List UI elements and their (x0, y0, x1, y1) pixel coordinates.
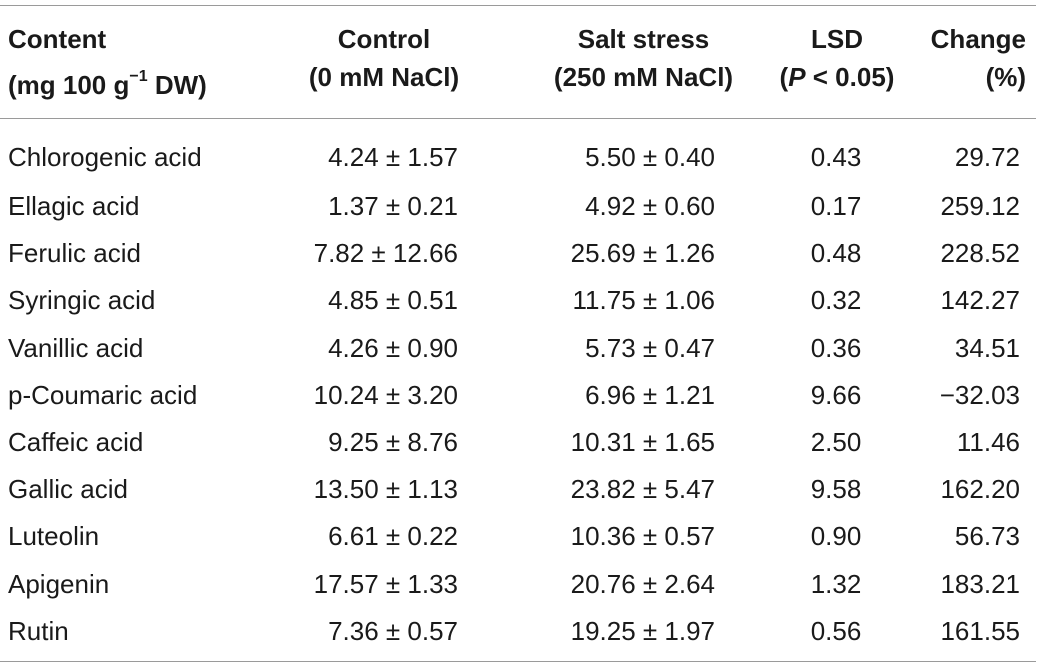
header-lsd-line2: (P < 0.05) (759, 58, 915, 96)
table-row: Syringic acid 4.85 ± 0.51 11.75 ± 1.06 0.32… (0, 277, 1040, 324)
header-control: Control (0 mM NaCl) (270, 6, 498, 121)
table-row: Ellagic acid 1.37 ± 0.21 4.92 ± 0.60 0.17 25… (0, 183, 1040, 230)
cell-control-value: 7.36 ± 0.57 (328, 615, 458, 646)
table-row: Caffeic acid 9.25 ± 8.76 10.31 ± 1.65 2.50 1… (0, 419, 1040, 466)
cell-lsd-value: 9.58 (810, 474, 862, 505)
cell-compound-name: Ellagic acid (8, 191, 140, 222)
table-row: Apigenin 17.57 ± 1.33 20.76 ± 2.64 1.32 183.… (0, 561, 1040, 608)
cell-control-value: 4.24 ± 1.57 (328, 141, 458, 172)
table-row: Chlorogenic acid 4.24 ± 1.57 5.50 ± 0.40 0.… (0, 121, 1040, 183)
cell-change-value: 162.20 (940, 474, 1020, 505)
cell-lsd-value: 0.43 (810, 141, 862, 172)
cell-salt-stress-value: 10.36 ± 0.57 (570, 521, 715, 552)
header-salt-line2: (250 mM NaCl) (553, 62, 734, 92)
table-header: Content (mg 100 g−1 DW) Control (0 mM Na… (0, 6, 1040, 121)
cell-compound-name: Rutin (8, 615, 69, 646)
cell-compound-name: Syringic acid (8, 285, 156, 316)
cell-control-value: 17.57 ± 1.33 (313, 568, 458, 599)
cell-change-value: 34.51 (954, 332, 1020, 363)
cell-change-value: −32.03 (939, 379, 1020, 410)
cell-salt-stress-value: 19.25 ± 1.97 (570, 615, 715, 646)
cell-salt-stress-value: 4.92 ± 0.60 (585, 191, 715, 222)
table-row: p-Coumaric acid 10.24 ± 3.20 6.96 ± 1.21 9.… (0, 372, 1040, 419)
table-header-rule (0, 118, 1036, 119)
table-row: Rutin 7.36 ± 0.57 19.25 ± 1.97 0.56 161.55 (0, 608, 1040, 655)
cell-control-value: 7.82 ± 12.66 (313, 238, 458, 269)
cell-lsd-value: 0.17 (810, 191, 862, 222)
table-top-rule (0, 5, 1036, 6)
cell-control-value: 9.25 ± 8.76 (328, 427, 458, 458)
table-row: Luteolin 6.61 ± 0.22 10.36 ± 0.57 0.90 56.73 (0, 513, 1040, 560)
cell-salt-stress-value: 23.82 ± 5.47 (570, 474, 715, 505)
cell-salt-stress-value: 20.76 ± 2.64 (570, 568, 715, 599)
cell-compound-name: Luteolin (8, 521, 100, 552)
cell-salt-stress-value: 5.50 ± 0.40 (585, 141, 715, 172)
header-content-line2: (mg 100 g−1 DW) (8, 58, 270, 104)
header-change-line1: Change (930, 24, 1026, 54)
header-content-unit-post: DW) (147, 70, 207, 100)
cell-control-value: 13.50 ± 1.13 (313, 474, 458, 505)
cell-lsd-value: 9.66 (810, 379, 862, 410)
cell-change-value: 142.27 (940, 285, 1020, 316)
cell-compound-name: Chlorogenic acid (8, 141, 202, 172)
table-row: Vanillic acid 4.26 ± 0.90 5.73 ± 0.47 0.36 3… (0, 325, 1040, 372)
phenolic-content-table: Content (mg 100 g−1 DW) Control (0 mM Na… (0, 6, 1040, 655)
cell-control-value: 1.37 ± 0.21 (328, 191, 458, 222)
header-salt-stress: Salt stress (250 mM NaCl) (498, 6, 753, 121)
header-content-unit-sup: −1 (129, 68, 148, 85)
cell-compound-name: Gallic acid (8, 474, 128, 505)
header-salt-line1: Salt stress (577, 24, 710, 54)
cell-control-value: 4.85 ± 0.51 (328, 285, 458, 316)
header-lsd-rest: < 0.05) (805, 62, 895, 92)
cell-control-value: 4.26 ± 0.90 (328, 332, 458, 363)
cell-control-value: 10.24 ± 3.20 (313, 379, 458, 410)
cell-compound-name: Apigenin (8, 568, 110, 599)
table-body: Chlorogenic acid 4.24 ± 1.57 5.50 ± 0.40 0.… (0, 121, 1040, 655)
cell-lsd-value: 0.90 (810, 521, 862, 552)
cell-salt-stress-value: 10.31 ± 1.65 (570, 427, 715, 458)
header-lsd-p: P (788, 62, 806, 92)
cell-salt-stress-value: 25.69 ± 1.26 (570, 238, 715, 269)
header-content-unit-pre: (mg 100 g (8, 70, 130, 100)
cell-change-value: 183.21 (940, 568, 1020, 599)
header-control-line1: Control (337, 24, 431, 54)
table-row: Ferulic acid 7.82 ± 12.66 25.69 ± 1.26 0.48… (0, 230, 1040, 277)
cell-compound-name: p-Coumaric acid (8, 379, 198, 410)
cell-lsd-value: 0.36 (810, 332, 862, 363)
table-bottom-rule (0, 661, 1036, 662)
header-lsd: LSD (P < 0.05) (753, 6, 915, 121)
cell-control-value: 6.61 ± 0.22 (328, 521, 458, 552)
header-content: Content (mg 100 g−1 DW) (0, 6, 270, 121)
cell-lsd-value: 0.32 (810, 285, 862, 316)
cell-lsd-value: 1.32 (810, 568, 862, 599)
header-content-line1: Content (8, 24, 107, 54)
cell-salt-stress-value: 6.96 ± 1.21 (585, 379, 715, 410)
cell-lsd-value: 0.56 (810, 615, 862, 646)
header-row: Content (mg 100 g−1 DW) Control (0 mM Na… (0, 6, 1040, 121)
header-lsd-open: ( (779, 62, 789, 92)
table-row: Gallic acid 13.50 ± 1.13 23.82 ± 5.47 9.58 1… (0, 466, 1040, 513)
header-change-line2: (%) (985, 62, 1026, 92)
cell-compound-name: Caffeic acid (8, 427, 144, 458)
cell-lsd-value: 2.50 (810, 427, 862, 458)
cell-change-value: 161.55 (940, 615, 1020, 646)
cell-change-value: 56.73 (954, 521, 1020, 552)
header-lsd-line1: LSD (811, 24, 863, 54)
cell-change-value: 29.72 (954, 141, 1020, 172)
cell-change-value: 11.46 (956, 427, 1020, 458)
cell-change-value: 228.52 (940, 238, 1020, 269)
cell-lsd-value: 0.48 (810, 238, 862, 269)
cell-compound-name: Ferulic acid (8, 238, 141, 269)
header-control-line2: (0 mM NaCl) (308, 62, 460, 92)
cell-salt-stress-value: 11.75 ± 1.06 (572, 285, 715, 316)
header-change: Change (%) (915, 6, 1040, 121)
cell-compound-name: Vanillic acid (8, 332, 144, 363)
cell-change-value: 259.12 (940, 191, 1020, 222)
cell-salt-stress-value: 5.73 ± 0.47 (585, 332, 715, 363)
